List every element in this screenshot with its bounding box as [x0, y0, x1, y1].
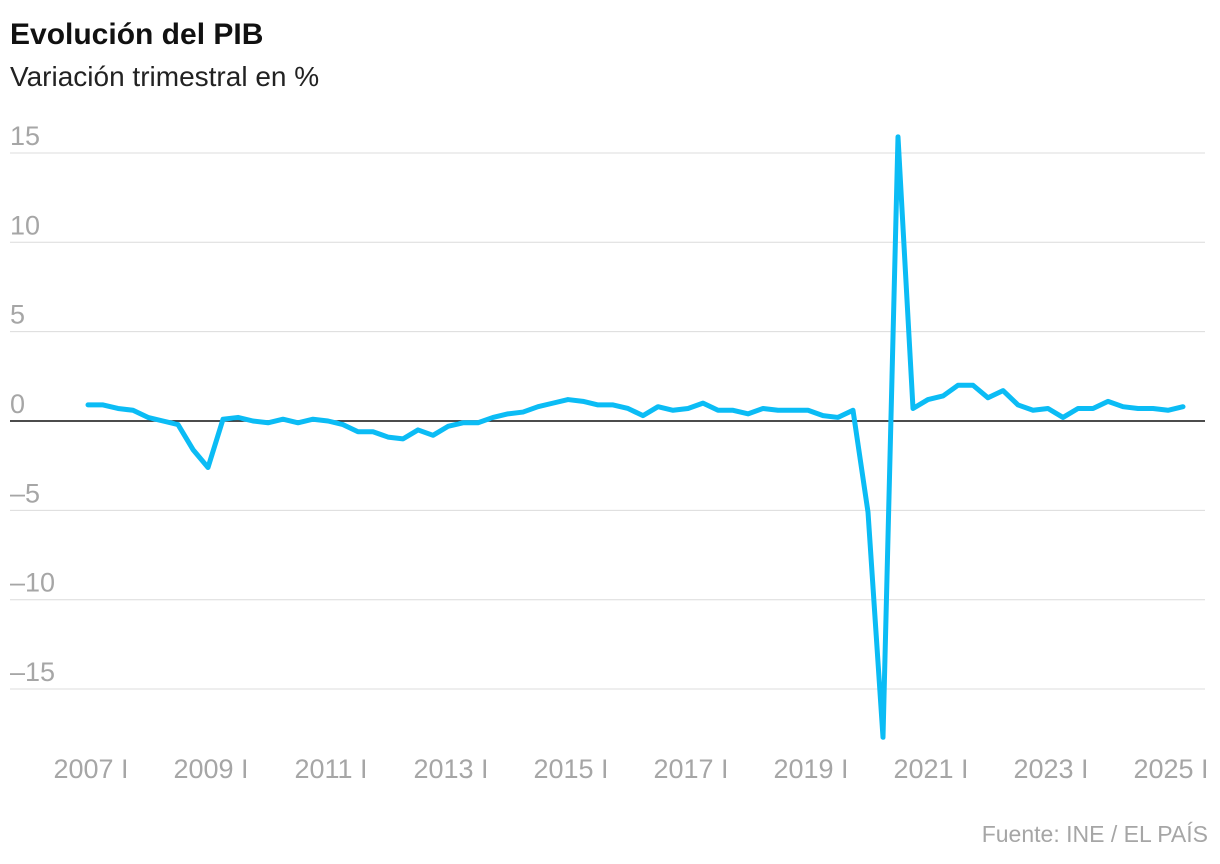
chart-title: Evolución del PIB	[10, 18, 263, 51]
y-tick-label: –15	[10, 657, 55, 687]
x-tick-label: 2009 I	[173, 754, 248, 784]
x-tick-label: 2011 I	[294, 754, 367, 784]
y-tick-label: –10	[10, 568, 55, 598]
y-tick-label: 10	[10, 210, 40, 240]
x-tick-label: 2019 I	[773, 754, 848, 784]
x-tick-label: 2013 I	[413, 754, 488, 784]
y-tick-label: –5	[10, 478, 40, 508]
y-tick-label: 0	[10, 389, 25, 419]
y-tick-label: 5	[10, 300, 25, 330]
source: Fuente: INE / EL PAÍS	[982, 821, 1208, 847]
x-tick-label: 2007 I	[53, 754, 128, 784]
chart-subtitle: Variación trimestral en %	[10, 61, 319, 92]
x-tick-label: 2023 I	[1013, 754, 1088, 784]
x-tick-label: 2017 I	[653, 754, 728, 784]
x-tick-label: 2025 I	[1133, 754, 1208, 784]
x-tick-label: 2015 I	[533, 754, 608, 784]
data-line	[85, 134, 1186, 740]
y-tick-label: 15	[10, 121, 40, 151]
x-tick-label: 2021 I	[893, 754, 968, 784]
